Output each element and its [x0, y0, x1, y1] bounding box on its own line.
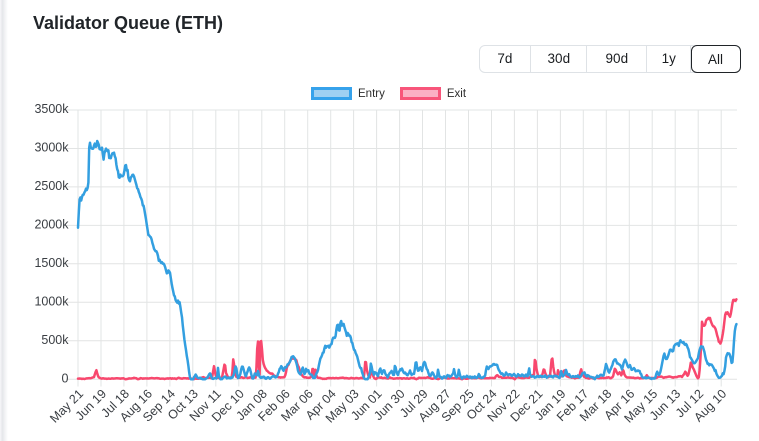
svg-text:2000k: 2000k [34, 218, 69, 232]
svg-text:0: 0 [62, 371, 69, 385]
svg-text:2500k: 2500k [34, 179, 69, 193]
svg-text:1500k: 1500k [34, 256, 69, 270]
svg-text:3500k: 3500k [34, 102, 69, 116]
svg-text:1000k: 1000k [34, 295, 69, 309]
svg-text:500k: 500k [41, 333, 69, 347]
svg-text:3000k: 3000k [34, 141, 69, 155]
